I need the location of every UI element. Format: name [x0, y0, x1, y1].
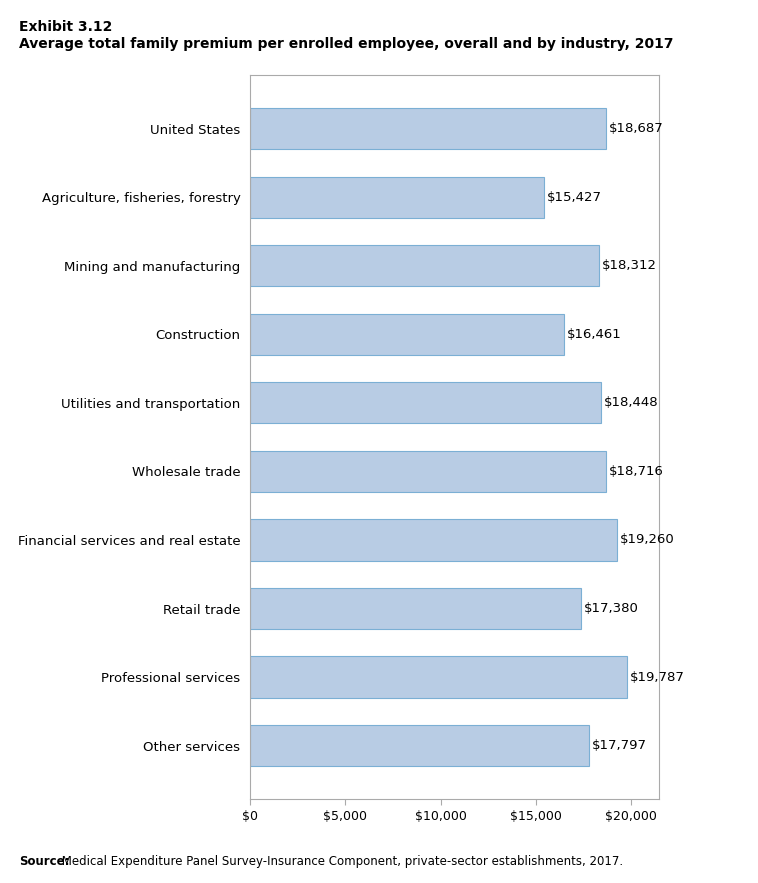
- Text: $17,797: $17,797: [592, 739, 647, 752]
- Text: $19,260: $19,260: [620, 533, 675, 547]
- Text: Exhibit 3.12: Exhibit 3.12: [19, 20, 112, 34]
- Bar: [250, 245, 599, 286]
- Bar: [250, 519, 617, 561]
- Bar: [250, 108, 606, 149]
- Bar: [250, 656, 627, 698]
- Bar: [250, 382, 601, 423]
- Text: $18,687: $18,687: [609, 122, 663, 135]
- Text: $16,461: $16,461: [566, 328, 621, 341]
- Text: Source:: Source:: [19, 855, 70, 868]
- Text: $15,427: $15,427: [547, 191, 602, 204]
- Text: $19,787: $19,787: [630, 670, 684, 683]
- Text: $18,312: $18,312: [602, 260, 656, 272]
- Text: $17,380: $17,380: [584, 602, 639, 615]
- Text: Medical Expenditure Panel Survey-Insurance Component, private-sector establishme: Medical Expenditure Panel Survey-Insuran…: [58, 855, 624, 868]
- Text: $18,448: $18,448: [604, 396, 659, 410]
- Text: Average total family premium per enrolled employee, overall and by industry, 201: Average total family premium per enrolle…: [19, 37, 673, 51]
- Bar: [250, 177, 543, 218]
- Bar: [250, 725, 589, 766]
- Bar: [250, 588, 581, 629]
- Bar: [250, 451, 606, 492]
- Text: $18,716: $18,716: [609, 464, 664, 478]
- Bar: [250, 313, 563, 355]
